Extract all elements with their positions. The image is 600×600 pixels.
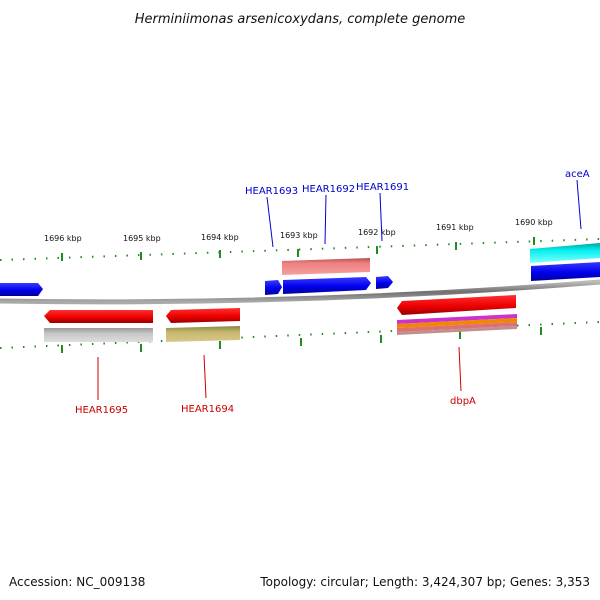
- gene-arrow-hear1692[interactable]: [283, 277, 371, 294]
- gene-arrow-hear1691[interactable]: [376, 276, 393, 289]
- map-title: Herminiimonas arsenicoxydans, complete g…: [135, 12, 465, 27]
- ruler-label-1696: 1696 kbp: [44, 234, 82, 243]
- dbpa-band-rose: [397, 326, 517, 335]
- gene-label-hear1693[interactable]: HEAR1693: [245, 186, 298, 197]
- ruler-label-1695: 1695 kbp: [123, 234, 161, 243]
- ruler-label-1692: 1692 kbp: [358, 228, 396, 237]
- gene-arrow-hear1694[interactable]: [166, 308, 240, 323]
- gene-label-hear1691[interactable]: HEAR1691: [356, 182, 409, 193]
- gene-label-hear1694[interactable]: HEAR1694: [181, 404, 234, 415]
- gene-arrow-hear1695[interactable]: [44, 310, 153, 323]
- genome-backbone: [0, 279, 600, 305]
- annotation-bar-hear1695: [44, 328, 153, 342]
- gene-label-hear1695[interactable]: HEAR1695: [75, 405, 128, 416]
- accession-text: Accession: NC_009138: [9, 575, 145, 589]
- annotation-bar-hear1692: [282, 258, 370, 275]
- upper-major-ticks: [61, 237, 535, 261]
- leader-acea: [576, 179, 582, 230]
- dbpa-band-magenta: [397, 314, 517, 324]
- gene-arrow-dbpa[interactable]: [397, 295, 516, 315]
- annotation-bar-acea: [530, 243, 600, 263]
- ruler-label-1693: 1693 kbp: [280, 231, 318, 240]
- lower-major-ticks: [61, 327, 542, 353]
- label-leaders: [97, 179, 582, 400]
- leader-dbpa: [458, 346, 462, 392]
- ruler-label-1691: 1691 kbp: [436, 223, 474, 232]
- gene-arrow-hear1693[interactable]: [265, 280, 282, 295]
- leader-hear1693: [266, 196, 274, 248]
- lower-tick-ruler: [0, 321, 600, 349]
- annotation-bar-hear1694: [166, 326, 240, 342]
- annotation-stack-dbpa: [397, 314, 517, 335]
- gene-label-hear1692[interactable]: HEAR1692: [302, 184, 355, 195]
- upper-tick-ruler: [0, 238, 600, 261]
- gene-arrow-forward-left[interactable]: [0, 283, 43, 296]
- dbpa-band-salmon: [397, 322, 517, 332]
- dbpa-band-orange: [397, 318, 517, 328]
- gene-label-dbpa[interactable]: dbpA: [450, 396, 476, 407]
- ruler-label-1694: 1694 kbp: [201, 233, 239, 242]
- ruler-label-1690: 1690 kbp: [515, 218, 553, 227]
- gene-label-acea[interactable]: aceA: [565, 169, 590, 180]
- leader-hear1694: [203, 354, 207, 399]
- topology-text: Topology: circular; Length: 3,424,307 bp…: [259, 575, 590, 589]
- leader-hear1691: [379, 192, 383, 242]
- gene-arrow-acea[interactable]: [531, 262, 600, 281]
- leader-hear1692: [324, 194, 327, 245]
